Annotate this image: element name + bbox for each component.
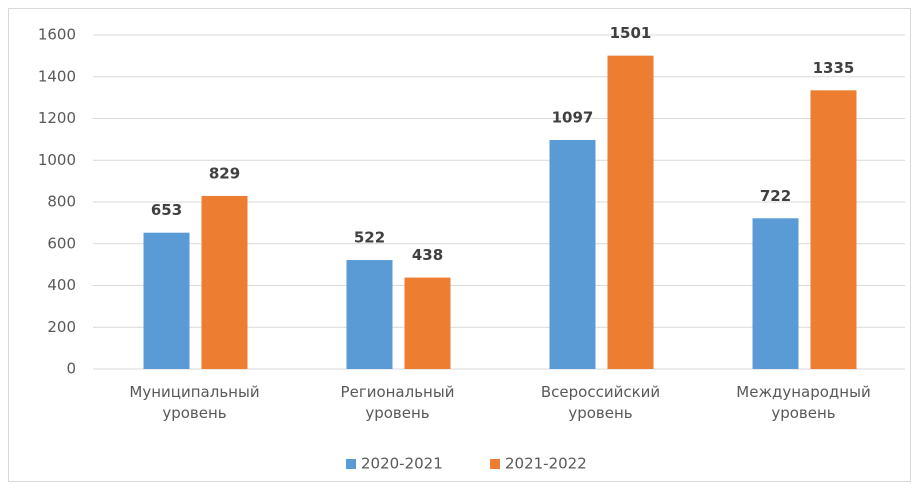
data-label: 438: [412, 246, 443, 264]
bar: [810, 90, 857, 369]
legend-swatch: [346, 459, 356, 469]
data-label: 1097: [552, 109, 594, 127]
data-label: 653: [151, 201, 182, 219]
y-tick-label: 0: [66, 360, 76, 378]
legend-swatch: [490, 459, 500, 469]
bar: [549, 140, 596, 369]
data-label: 1335: [813, 59, 855, 77]
y-tick-label: 1600: [38, 26, 76, 44]
x-tick-label: Муниципальный уровень: [129, 383, 260, 422]
data-label: 522: [354, 229, 385, 247]
y-tick-label: 600: [47, 234, 76, 252]
y-tick-label: 400: [47, 276, 76, 294]
bar: [346, 260, 393, 369]
data-label: 722: [760, 187, 791, 205]
y-tick-label: 800: [47, 193, 76, 211]
y-tick-label: 1200: [38, 109, 76, 127]
legend-label: 2020-2021: [361, 455, 443, 473]
y-tick-label: 1400: [38, 67, 76, 85]
x-tick-label: Региональный уровень: [340, 383, 455, 422]
legend-label: 2021-2022: [505, 455, 587, 473]
x-tick-label: Международный уровень: [736, 383, 871, 422]
y-tick-label: 1000: [38, 151, 76, 169]
bar: [143, 232, 190, 369]
bar: [404, 277, 451, 369]
x-tick-label: Всероссийский уровень: [540, 383, 661, 422]
y-tick-label: 200: [47, 318, 76, 336]
data-label: 829: [209, 164, 240, 182]
bar: [752, 218, 799, 369]
bar: [607, 55, 654, 369]
bar: [201, 195, 248, 369]
data-label: 1501: [610, 24, 652, 42]
